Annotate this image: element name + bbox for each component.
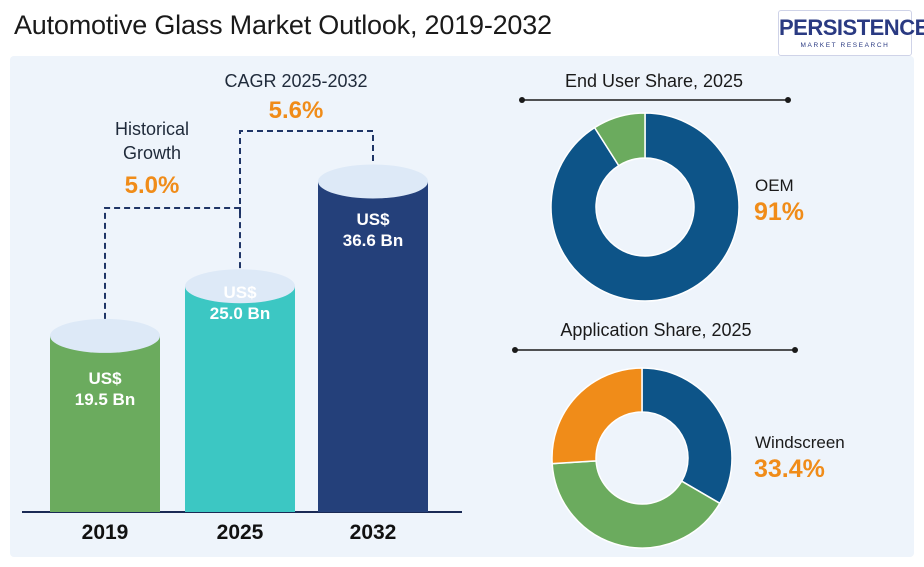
application-rule-dot-left [512, 347, 518, 353]
bar-2032 [318, 181, 428, 512]
cagr-connector [239, 130, 374, 214]
historical-growth-connector [104, 207, 241, 319]
historical-label-line1: Historical [114, 119, 189, 139]
bar-label-2025: US$ 25.0 Bn [185, 282, 295, 324]
bar-cap-2019 [50, 318, 160, 353]
brand-logo: PERSISTENCE MARKET RESEARCH [778, 10, 924, 56]
cagr-value: 5.6% [268, 97, 324, 124]
cagr-label: CAGR 2025-2032 [224, 71, 368, 91]
application-slice-1 [551, 460, 721, 549]
x-tick-label-2025: 2025 [216, 521, 264, 544]
bar-cap-2025 [185, 269, 295, 304]
end-user-rule-dot-left [519, 97, 525, 103]
bar-label-currency: US$ [88, 369, 122, 388]
windscreen-legend-value: 33.4% [754, 455, 825, 483]
content-panel [10, 56, 914, 557]
bar-2025 [185, 286, 295, 512]
application-rule-dot-right [792, 347, 798, 353]
bar-label-currency: US$ [356, 210, 390, 229]
oem-legend-value: 91% [754, 198, 805, 226]
logo-subtitle: MARKET RESEARCH [800, 42, 890, 49]
bar-cap-2032 [318, 164, 428, 199]
windscreen-legend-label: Windscreen [755, 433, 845, 452]
bar-label-value: 19.5 Bn [74, 390, 136, 409]
logo-wordmark: PERSISTENCE [779, 15, 924, 40]
bar-label-currency: US$ [223, 283, 257, 302]
end-user-slice-0 [550, 112, 740, 302]
bar-label-2032: US$ 36.6 Bn [318, 209, 428, 251]
historical-growth-value: 5.0% [124, 172, 180, 199]
bar-label-value: 36.6 Bn [342, 231, 404, 250]
historical-growth-label: Historical Growth [88, 118, 216, 164]
end-user-slice-1 [593, 112, 646, 167]
page-title: Automotive Glass Market Outlook, 2019-20… [14, 10, 552, 40]
end-user-rule-dot-right [785, 97, 791, 103]
end-user-share-title: End User Share, 2025 [564, 71, 744, 91]
oem-legend-label: OEM [755, 176, 794, 195]
application-slice-2 [551, 367, 643, 465]
application-slice-0 [641, 367, 733, 505]
x-tick-label-2032: 2032 [349, 521, 397, 544]
x-tick-label-2019: 2019 [81, 521, 129, 544]
bar-label-2019: US$ 19.5 Bn [50, 368, 160, 410]
historical-label-line2: Growth [122, 143, 182, 163]
bar-label-value: 25.0 Bn [209, 304, 271, 323]
application-share-title: Application Share, 2025 [560, 320, 752, 340]
bar-2019 [50, 335, 160, 512]
